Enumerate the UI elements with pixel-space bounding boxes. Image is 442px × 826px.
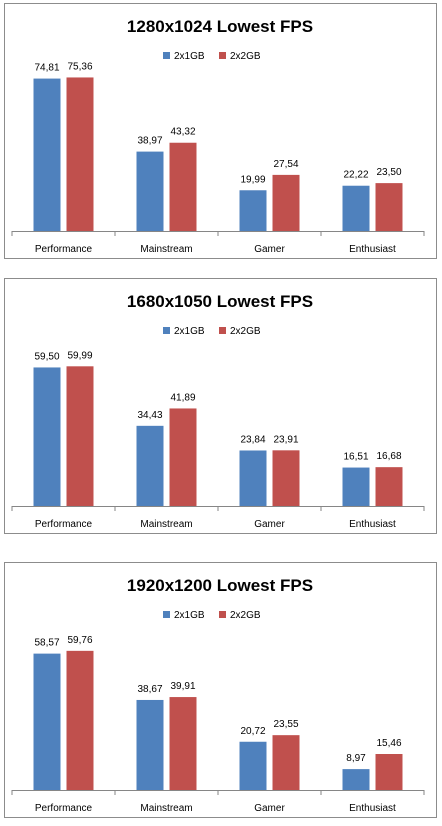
legend-label-2x2gb: 2x2GB <box>230 610 261 621</box>
legend-swatch-2x1gb <box>163 52 170 59</box>
legend-label-2x1gb: 2x1GB <box>174 51 205 62</box>
bar-2x2gb-mainstream <box>169 697 197 790</box>
category-label-enthusiast: Enthusiast <box>349 519 396 530</box>
chart-title: 1920x1200 Lowest FPS <box>127 576 313 595</box>
data-label-2x2gb-gamer: 27,54 <box>273 159 298 170</box>
bar-2x1gb-gamer <box>239 450 267 506</box>
category-label-gamer: Gamer <box>254 244 285 255</box>
bar-chart-1680x1050: 1680x1050 Lowest FPS 2x1GB 2x2GB 59,50 59,99… <box>11 292 425 530</box>
data-label-2x2gb-enthusiast: 16,68 <box>376 451 401 462</box>
category-label-enthusiast: Enthusiast <box>349 244 396 255</box>
data-label-2x2gb-gamer: 23,55 <box>273 719 298 730</box>
bar-2x1gb-mainstream <box>136 425 164 506</box>
bar-2x1gb-enthusiast <box>342 467 370 506</box>
bar-chart-1280x1024: 1280x1024 Lowest FPS 2x1GB 2x2GB 74,81 75,36… <box>11 17 425 255</box>
bar-2x1gb-performance <box>33 367 61 506</box>
bar-2x2gb-gamer <box>272 450 300 506</box>
legend-label-2x2gb: 2x2GB <box>230 51 261 62</box>
category-label-performance: Performance <box>35 244 93 255</box>
category-label-performance: Performance <box>35 803 93 814</box>
legend-swatch-2x1gb <box>163 611 170 618</box>
chart-title: 1280x1024 Lowest FPS <box>127 17 313 36</box>
chart-panel-1920x1200: 1920x1200 Lowest FPS 2x1GB 2x2GB 58,57 59,76… <box>4 562 437 818</box>
category-label-enthusiast: Enthusiast <box>349 803 396 814</box>
legend-swatch-2x2gb <box>219 52 226 59</box>
data-label-2x1gb-gamer: 20,72 <box>240 726 265 737</box>
category-label-mainstream: Mainstream <box>140 244 192 255</box>
data-label-2x1gb-enthusiast: 8,97 <box>346 753 366 764</box>
bar-2x2gb-performance <box>66 77 94 231</box>
bar-2x2gb-mainstream <box>169 408 197 506</box>
data-label-2x2gb-enthusiast: 15,46 <box>376 738 401 749</box>
legend-swatch-2x1gb <box>163 327 170 334</box>
bar-2x2gb-enthusiast <box>375 754 403 790</box>
legend-label-2x1gb: 2x1GB <box>174 326 205 337</box>
data-label-2x1gb-mainstream: 38,97 <box>137 136 162 147</box>
bar-2x2gb-performance <box>66 650 94 790</box>
bar-2x1gb-performance <box>33 78 61 232</box>
legend-swatch-2x2gb <box>219 611 226 618</box>
data-label-2x2gb-enthusiast: 23,50 <box>376 167 401 178</box>
bar-2x2gb-performance <box>66 366 94 506</box>
data-label-2x2gb-performance: 59,99 <box>67 350 92 361</box>
bar-2x1gb-gamer <box>239 190 267 231</box>
bar-2x1gb-performance <box>33 653 61 790</box>
legend-swatch-2x2gb <box>219 327 226 334</box>
legend-label-2x1gb: 2x1GB <box>174 610 205 621</box>
data-label-2x1gb-gamer: 19,99 <box>240 174 265 185</box>
bar-2x2gb-gamer <box>272 735 300 790</box>
bar-2x2gb-mainstream <box>169 142 197 231</box>
bar-2x2gb-enthusiast <box>375 183 403 231</box>
bar-2x1gb-enthusiast <box>342 185 370 231</box>
category-label-gamer: Gamer <box>254 519 285 530</box>
data-label-2x1gb-gamer: 23,84 <box>240 434 265 445</box>
data-label-2x1gb-enthusiast: 16,51 <box>343 452 368 463</box>
bar-2x1gb-enthusiast <box>342 769 370 790</box>
chart-title: 1680x1050 Lowest FPS <box>127 292 313 311</box>
data-label-2x2gb-mainstream: 41,89 <box>170 392 195 403</box>
data-label-2x1gb-mainstream: 38,67 <box>137 684 162 695</box>
data-label-2x1gb-performance: 74,81 <box>34 63 59 74</box>
chart-panel-1280x1024: 1280x1024 Lowest FPS 2x1GB 2x2GB 74,81 75,36… <box>4 3 437 259</box>
legend-label-2x2gb: 2x2GB <box>230 326 261 337</box>
bar-chart-1920x1200: 1920x1200 Lowest FPS 2x1GB 2x2GB 58,57 59,76… <box>11 576 425 814</box>
data-label-2x2gb-gamer: 23,91 <box>273 434 298 445</box>
bar-2x1gb-mainstream <box>136 699 164 790</box>
bar-2x1gb-mainstream <box>136 151 164 231</box>
category-label-mainstream: Mainstream <box>140 803 192 814</box>
bar-2x1gb-gamer <box>239 741 267 790</box>
data-label-2x2gb-mainstream: 39,91 <box>170 681 195 692</box>
data-label-2x2gb-performance: 59,76 <box>67 635 92 646</box>
category-label-performance: Performance <box>35 519 93 530</box>
bar-2x2gb-enthusiast <box>375 467 403 506</box>
category-label-gamer: Gamer <box>254 803 285 814</box>
data-label-2x2gb-mainstream: 43,32 <box>170 127 195 138</box>
category-label-mainstream: Mainstream <box>140 519 192 530</box>
data-label-2x1gb-mainstream: 34,43 <box>137 410 162 421</box>
bar-2x2gb-gamer <box>272 174 300 231</box>
data-label-2x1gb-enthusiast: 22,22 <box>343 170 368 181</box>
data-label-2x1gb-performance: 58,57 <box>34 638 59 649</box>
data-label-2x2gb-performance: 75,36 <box>67 61 92 72</box>
data-label-2x1gb-performance: 59,50 <box>34 351 59 362</box>
chart-panel-1680x1050: 1680x1050 Lowest FPS 2x1GB 2x2GB 59,50 59,99… <box>4 278 437 534</box>
